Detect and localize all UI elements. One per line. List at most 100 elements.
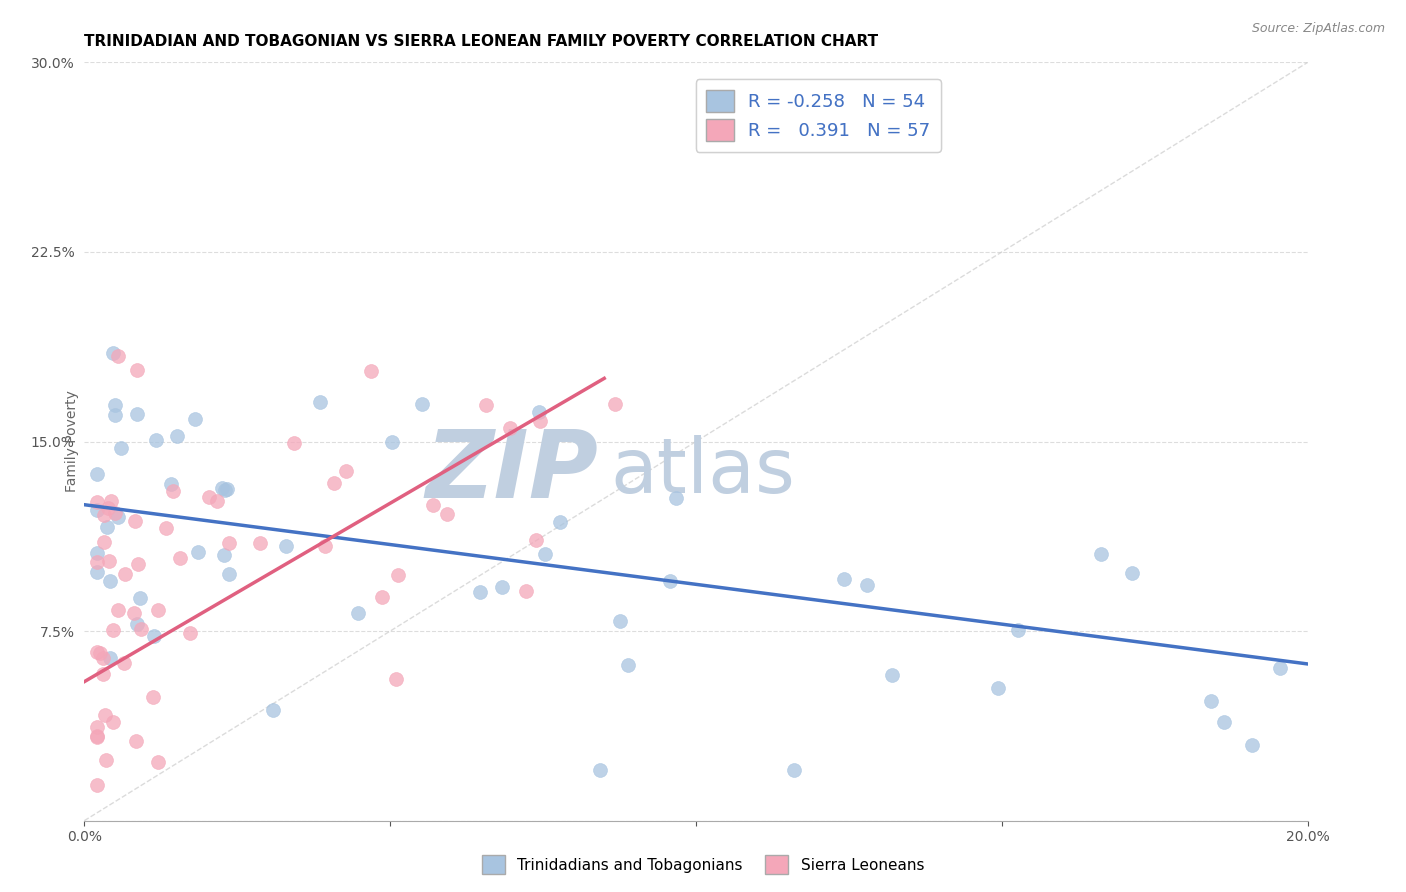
Point [104, 408, 127, 422]
Point [86, 565, 108, 579]
Point [127, 617, 149, 632]
Text: ZIP: ZIP [425, 425, 598, 518]
Point [91, 651, 114, 665]
Point [86, 730, 108, 744]
Point [104, 398, 127, 412]
Point [524, 533, 547, 547]
Point [125, 407, 148, 421]
Point [880, 668, 903, 682]
Point [214, 483, 236, 498]
Point [101, 346, 124, 360]
Point [98, 651, 121, 665]
Point [533, 547, 555, 561]
Point [262, 703, 284, 717]
Point [89, 646, 111, 660]
Point [589, 763, 612, 777]
Point [783, 763, 806, 777]
Point [93, 535, 115, 549]
Point [94, 753, 117, 767]
Point [98, 574, 121, 589]
Point [856, 578, 879, 592]
Point [609, 614, 631, 628]
Point [129, 622, 152, 636]
Text: Source: ZipAtlas.com: Source: ZipAtlas.com [1251, 22, 1385, 36]
Point [218, 535, 240, 549]
Point [86, 546, 108, 560]
Y-axis label: Family Poverty: Family Poverty [65, 391, 79, 492]
Point [162, 484, 184, 499]
Point [1213, 714, 1236, 729]
Point [169, 550, 191, 565]
Point [212, 549, 235, 563]
Point [107, 603, 129, 617]
Point [128, 591, 150, 605]
Point [1241, 738, 1264, 752]
Point [335, 465, 357, 479]
Point [166, 429, 188, 443]
Point [86, 555, 108, 569]
Point [1090, 547, 1112, 561]
Point [184, 412, 207, 426]
Point [93, 708, 115, 723]
Point [86, 495, 108, 509]
Point [548, 515, 571, 529]
Point [146, 603, 169, 617]
Point [1199, 694, 1222, 708]
Point [249, 536, 271, 550]
Point [86, 467, 108, 481]
Point [987, 681, 1010, 695]
Point [468, 585, 491, 599]
Point [86, 720, 108, 734]
Point [155, 521, 177, 535]
Point [218, 567, 240, 582]
Point [146, 755, 169, 769]
Point [101, 623, 124, 637]
Point [179, 626, 201, 640]
Point [474, 398, 496, 412]
Legend: R = -0.258   N = 54, R =   0.391   N = 57: R = -0.258 N = 54, R = 0.391 N = 57 [696, 79, 941, 152]
Point [515, 584, 537, 599]
Legend: Trinidadians and Tobagonians, Sierra Leoneans: Trinidadians and Tobagonians, Sierra Leo… [475, 849, 931, 880]
Point [308, 394, 330, 409]
Point [1121, 566, 1143, 581]
Point [346, 606, 368, 620]
Point [1007, 624, 1029, 638]
Point [499, 421, 522, 435]
Point [86, 503, 108, 517]
Point [93, 666, 115, 681]
Point [160, 476, 183, 491]
Point [125, 362, 148, 376]
Point [142, 690, 165, 704]
Point [100, 494, 122, 508]
Point [616, 658, 638, 673]
Point [274, 539, 297, 553]
Point [124, 734, 146, 748]
Point [385, 672, 408, 686]
Point [124, 514, 146, 528]
Point [605, 397, 627, 411]
Point [104, 507, 127, 521]
Point [381, 435, 404, 450]
Point [834, 572, 856, 586]
Point [96, 520, 118, 534]
Point [491, 580, 513, 594]
Point [211, 481, 233, 495]
Point [93, 508, 115, 522]
Point [371, 590, 394, 604]
Point [217, 482, 239, 496]
Point [387, 567, 409, 582]
Point [436, 508, 458, 522]
Point [143, 629, 166, 643]
Point [107, 349, 129, 363]
Point [114, 566, 136, 581]
Text: atlas: atlas [610, 435, 796, 508]
Point [205, 494, 228, 508]
Point [187, 545, 209, 559]
Point [98, 554, 121, 568]
Point [323, 475, 346, 490]
Point [411, 397, 433, 411]
Point [422, 498, 444, 512]
Point [529, 414, 551, 428]
Point [527, 405, 550, 419]
Point [127, 557, 149, 571]
